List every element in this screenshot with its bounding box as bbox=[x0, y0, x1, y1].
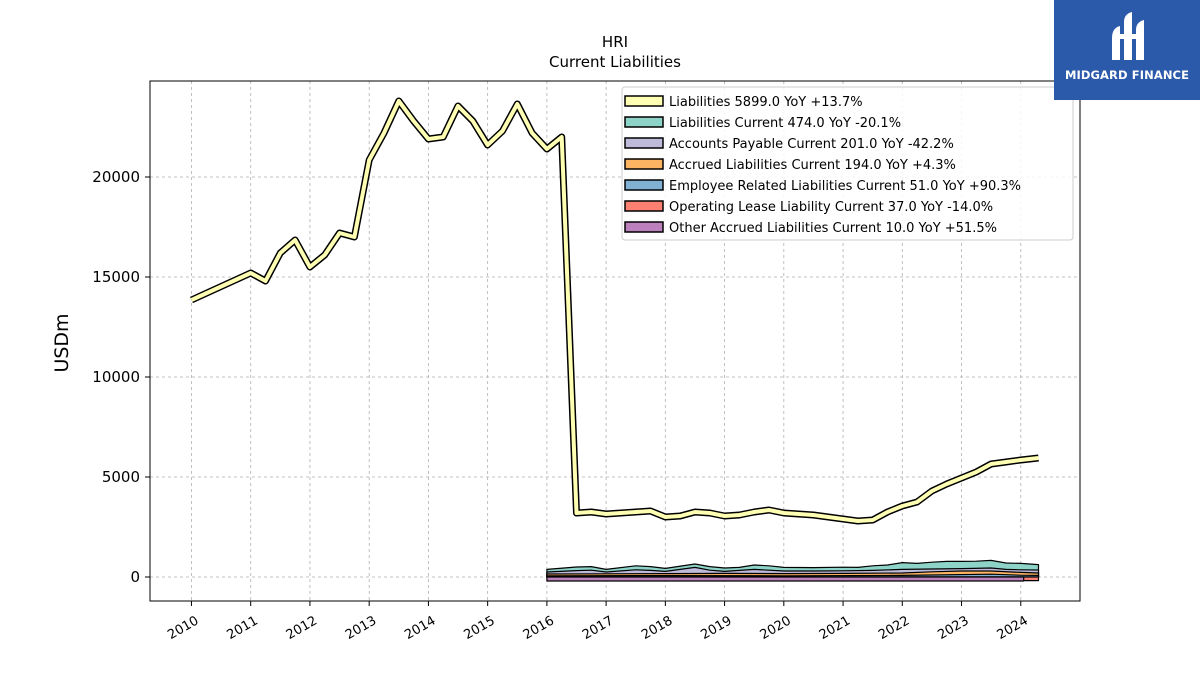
legend-swatch bbox=[624, 179, 664, 191]
legend-label: Accrued Liabilities Current 194.0 YoY +4… bbox=[669, 158, 956, 173]
legend-label: Employee Related Liabilities Current 51.… bbox=[669, 179, 1021, 194]
legend-swatch bbox=[624, 137, 664, 149]
x-tick-label: 2018 bbox=[639, 613, 675, 643]
x-tick-label: 2022 bbox=[876, 613, 912, 643]
x-tick-label: 2010 bbox=[165, 613, 201, 643]
logo-mark-icon bbox=[1112, 12, 1144, 60]
legend-label: Accounts Payable Current 201.0 YoY -42.2… bbox=[669, 137, 954, 152]
legend-swatch bbox=[624, 221, 664, 233]
chart-title: HRI bbox=[602, 33, 628, 51]
series-area-other-accrued-liabilities-current bbox=[546, 576, 1025, 582]
x-tick-label: 2011 bbox=[225, 613, 261, 643]
y-tick-label: 10000 bbox=[92, 368, 140, 386]
chart-subtitle: Current Liabilities bbox=[549, 53, 681, 71]
legend-label: Operating Lease Liability Current 37.0 Y… bbox=[669, 200, 993, 215]
series-area-employee-related-liabilities-current bbox=[546, 573, 1040, 578]
legend-label: Liabilities 5899.0 YoY +13.7% bbox=[669, 95, 863, 110]
x-tick-label: 2024 bbox=[995, 613, 1031, 643]
y-tick-label: 15000 bbox=[92, 268, 140, 286]
legend-swatch bbox=[624, 200, 664, 212]
legend-label: Liabilities Current 474.0 YoY -20.1% bbox=[669, 116, 901, 131]
x-tick-label: 2021 bbox=[817, 613, 853, 643]
x-tick-label: 2023 bbox=[935, 613, 971, 643]
x-tick-label: 2020 bbox=[758, 613, 794, 643]
legend-box bbox=[621, 86, 1074, 241]
x-tick-label: 2016 bbox=[521, 613, 557, 643]
legend: Liabilities 5899.0 YoY +13.7% Liabilities… bbox=[621, 86, 1074, 241]
y-tick-label: 20000 bbox=[92, 168, 140, 186]
legend-swatch bbox=[624, 95, 664, 107]
y-tick-label: 0 bbox=[130, 568, 140, 586]
x-tick-label: 2017 bbox=[580, 613, 616, 643]
logo-text: MIDGARD FINANCE bbox=[1064, 68, 1190, 82]
series-area-group bbox=[190, 97, 1040, 582]
y-tick-label: 5000 bbox=[102, 468, 140, 486]
legend-label: Other Accrued Liabilities Current 10.0 Y… bbox=[669, 221, 997, 236]
series-line-liabilities bbox=[190, 99, 1039, 523]
legend-swatch bbox=[624, 158, 664, 170]
x-tick-label: 2014 bbox=[402, 613, 438, 643]
midgard-finance-logo: MIDGARD FINANCE bbox=[1054, 0, 1200, 100]
plot-frame bbox=[149, 80, 1081, 602]
x-tick-label: 2013 bbox=[343, 613, 379, 643]
x-tick-label: 2012 bbox=[284, 613, 320, 643]
y-axis-label: USDm bbox=[51, 313, 73, 372]
legend-swatch bbox=[624, 116, 664, 128]
x-tick-label: 2015 bbox=[461, 613, 497, 643]
x-tick-label: 2019 bbox=[698, 613, 734, 643]
